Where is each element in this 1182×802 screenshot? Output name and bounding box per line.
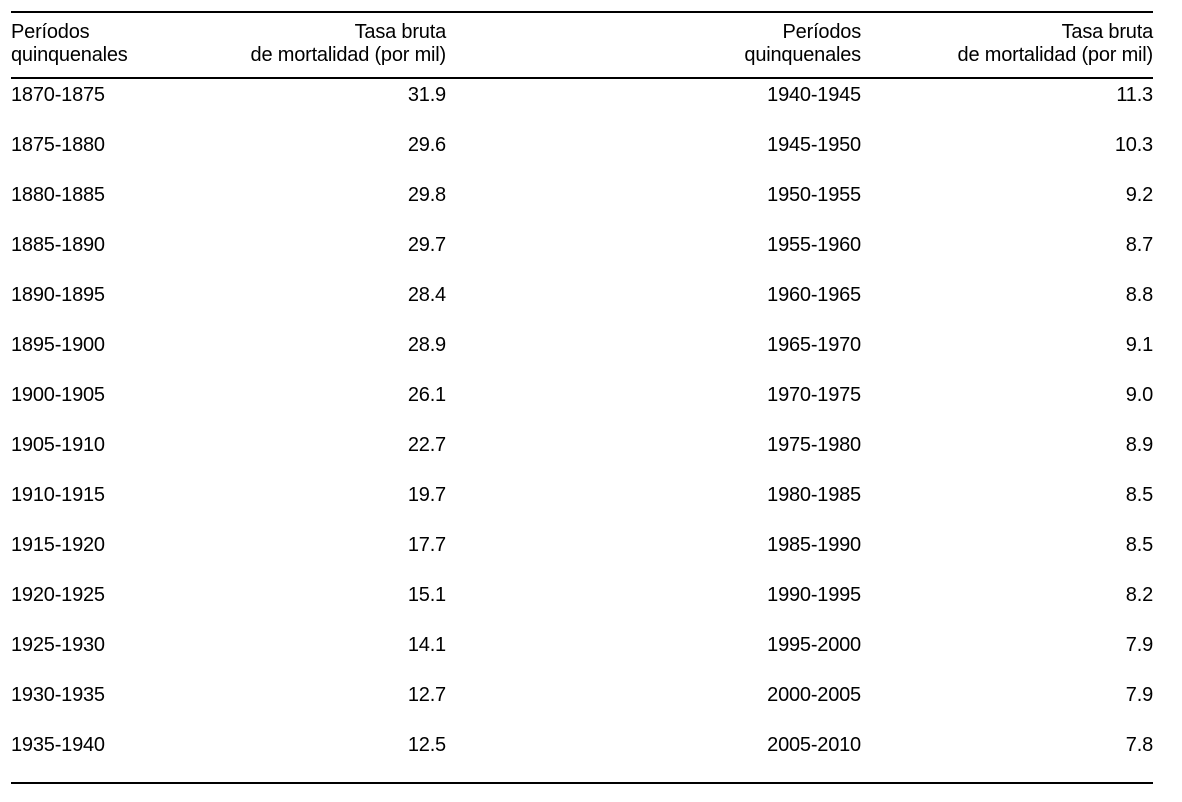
table-row: 1935-1940 12.5 2005-2010 7.8 bbox=[11, 729, 1153, 779]
rate-cell: 10.3 bbox=[1114, 134, 1153, 156]
table-row: 1895-1900 28.9 1965-1970 9.1 bbox=[11, 329, 1153, 379]
rate-cell: 12.5 bbox=[407, 734, 446, 756]
period-cell: 1975-1980 bbox=[767, 434, 861, 456]
rate-cell: 29.7 bbox=[407, 234, 446, 256]
table-row: 1885-1890 29.7 1955-1960 8.7 bbox=[11, 229, 1153, 279]
rate-cell: 8.8 bbox=[1125, 284, 1153, 306]
table-row: 1900-1905 26.1 1970-1975 9.0 bbox=[11, 379, 1153, 429]
header-left-rate: Tasa bruta de mortalidad (por mil) bbox=[250, 21, 447, 66]
rate-cell: 17.7 bbox=[407, 534, 446, 556]
table-row: 1875-1880 29.6 1945-1950 10.3 bbox=[11, 129, 1153, 179]
table-row: 1905-1910 22.7 1975-1980 8.9 bbox=[11, 429, 1153, 479]
period-cell: 2005-2010 bbox=[767, 734, 861, 756]
rate-cell: 8.2 bbox=[1125, 584, 1153, 606]
table-row: 1915-1920 17.7 1985-1990 8.5 bbox=[11, 529, 1153, 579]
period-cell: 1980-1985 bbox=[767, 484, 861, 506]
rate-cell: 11.3 bbox=[1116, 84, 1153, 106]
period-cell: 1885-1890 bbox=[11, 234, 105, 256]
period-cell: 1995-2000 bbox=[767, 634, 861, 656]
period-cell: 1875-1880 bbox=[11, 134, 105, 156]
rate-cell: 28.9 bbox=[407, 334, 446, 356]
rate-cell: 29.6 bbox=[407, 134, 446, 156]
rate-cell: 8.7 bbox=[1125, 234, 1153, 256]
rate-cell: 12.7 bbox=[407, 684, 446, 706]
period-cell: 1960-1965 bbox=[767, 284, 861, 306]
period-cell: 1900-1905 bbox=[11, 384, 105, 406]
table-row: 1880-1885 29.8 1950-1955 9.2 bbox=[11, 179, 1153, 229]
rate-cell: 7.8 bbox=[1125, 734, 1153, 756]
period-cell: 1940-1945 bbox=[767, 84, 861, 106]
period-cell: 1950-1955 bbox=[767, 184, 861, 206]
table-row: 1910-1915 19.7 1980-1985 8.5 bbox=[11, 479, 1153, 529]
rate-cell: 31.9 bbox=[407, 84, 446, 106]
period-cell: 1880-1885 bbox=[11, 184, 105, 206]
header-right-rate: Tasa bruta de mortalidad (por mil) bbox=[957, 21, 1154, 66]
period-cell: 1930-1935 bbox=[11, 684, 105, 706]
table-row: 1920-1925 15.1 1990-1995 8.2 bbox=[11, 579, 1153, 629]
period-cell: 1925-1930 bbox=[11, 634, 105, 656]
rate-cell: 9.0 bbox=[1125, 384, 1153, 406]
mortality-rate-table: Períodos quinquenales Tasa bruta de mort… bbox=[11, 11, 1153, 784]
rate-cell: 9.2 bbox=[1125, 184, 1153, 206]
period-cell: 2000-2005 bbox=[767, 684, 861, 706]
table-row: 1890-1895 28.4 1960-1965 8.8 bbox=[11, 279, 1153, 329]
period-cell: 1945-1950 bbox=[767, 134, 861, 156]
period-cell: 1970-1975 bbox=[767, 384, 861, 406]
period-cell: 1955-1960 bbox=[767, 234, 861, 256]
period-cell: 1915-1920 bbox=[11, 534, 105, 556]
rate-cell: 14.1 bbox=[407, 634, 446, 656]
period-cell: 1910-1915 bbox=[11, 484, 105, 506]
rate-cell: 7.9 bbox=[1125, 684, 1153, 706]
rate-cell: 9.1 bbox=[1125, 334, 1153, 356]
period-cell: 1895-1900 bbox=[11, 334, 105, 356]
header-right-periods: Períodos quinquenales bbox=[744, 21, 861, 66]
rate-cell: 28.4 bbox=[407, 284, 446, 306]
table-row: 1925-1930 14.1 1995-2000 7.9 bbox=[11, 629, 1153, 679]
period-cell: 1935-1940 bbox=[11, 734, 105, 756]
rate-cell: 8.5 bbox=[1125, 484, 1153, 506]
rate-cell: 19.7 bbox=[407, 484, 446, 506]
rate-cell: 22.7 bbox=[407, 434, 446, 456]
period-cell: 1920-1925 bbox=[11, 584, 105, 606]
period-cell: 1890-1895 bbox=[11, 284, 105, 306]
period-cell: 1965-1970 bbox=[767, 334, 861, 356]
rate-cell: 26.1 bbox=[407, 384, 446, 406]
rate-cell: 8.9 bbox=[1125, 434, 1153, 456]
table-row: 1870-1875 31.9 1940-1945 11.3 bbox=[11, 79, 1153, 129]
rate-cell: 8.5 bbox=[1125, 534, 1153, 556]
period-cell: 1985-1990 bbox=[767, 534, 861, 556]
table-header-row: Períodos quinquenales Tasa bruta de mort… bbox=[11, 13, 1153, 79]
rate-cell: 29.8 bbox=[407, 184, 446, 206]
period-cell: 1870-1875 bbox=[11, 84, 105, 106]
period-cell: 1905-1910 bbox=[11, 434, 105, 456]
rate-cell: 15.1 bbox=[407, 584, 446, 606]
table-body: 1870-1875 31.9 1940-1945 11.3 1875-1880 … bbox=[11, 79, 1153, 784]
rate-cell: 7.9 bbox=[1125, 634, 1153, 656]
period-cell: 1990-1995 bbox=[767, 584, 861, 606]
table-row: 1930-1935 12.7 2000-2005 7.9 bbox=[11, 679, 1153, 729]
header-left-periods: Períodos quinquenales bbox=[11, 21, 128, 66]
